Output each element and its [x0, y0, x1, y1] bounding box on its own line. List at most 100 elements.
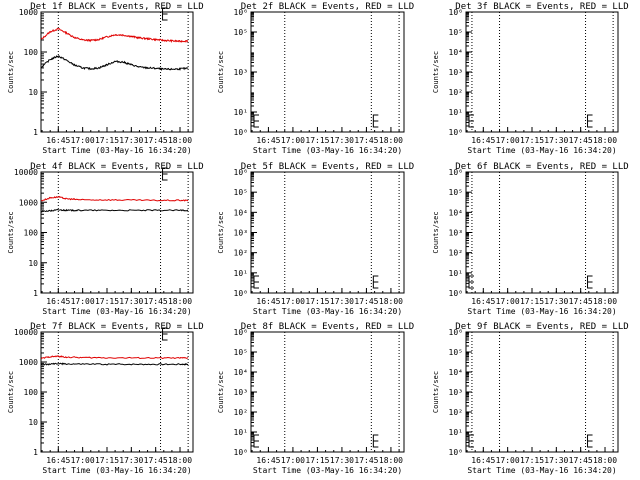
x-tick-label: 17:30 — [119, 297, 143, 306]
panel-det6f: Det 6f BLACK = Events, RED = LLD 10⁰ 10¹ 10… — [432, 162, 629, 316]
x-tick-label: 17:15 — [95, 456, 119, 465]
y-tick-label: 10¹ — [234, 428, 248, 437]
y-tick-label: 10 — [28, 88, 38, 97]
y-tick-label: 10⁵ — [234, 188, 248, 197]
axis-frame — [40, 331, 194, 453]
x-axis-label: Start Time (03-May-16 16:34:20) — [42, 146, 191, 155]
x-axis-label: Start Time (03-May-16 16:34:20) — [467, 466, 616, 475]
y-tick-label: 10⁰ — [234, 448, 248, 457]
x-tick-label: 17:45 — [354, 136, 378, 145]
x-tick-label: 17:15 — [520, 136, 544, 145]
y-axis-label: Counts/sec — [217, 371, 225, 413]
y-tick-label: 10³ — [234, 388, 248, 397]
y-axis-label: Counts/sec — [217, 51, 225, 93]
marker-bracket — [372, 275, 379, 289]
y-tick-label: 10² — [449, 249, 463, 258]
x-tick-label: 17:00 — [71, 456, 95, 465]
y-tick-label: 10¹ — [449, 269, 463, 278]
marker-bracket — [587, 434, 593, 448]
y-tick-label: 10⁰ — [234, 289, 248, 298]
marker-bracket — [253, 434, 259, 448]
x-tick-label: 17:15 — [305, 136, 329, 145]
y-tick-label: 10⁰ — [449, 448, 463, 457]
y-axis-label: Counts/sec — [7, 371, 15, 413]
marker-bracket — [587, 114, 593, 128]
x-tick-label: 17:30 — [330, 136, 354, 145]
y-tick-label: 10⁵ — [234, 348, 248, 357]
y-tick-label: 10¹ — [449, 108, 463, 117]
x-tick-label: 17:30 — [119, 136, 143, 145]
x-tick-label: 17:00 — [496, 297, 520, 306]
axis-frame — [40, 11, 194, 133]
y-tick-label: 10² — [449, 408, 463, 417]
y-tick-label: 10³ — [234, 229, 248, 238]
x-axis-label: Start Time (03-May-16 16:34:20) — [42, 466, 191, 475]
x-tick-label: 17:15 — [305, 297, 329, 306]
panel-det7f: Det 7f BLACK = Events, RED = LLD 1 10 100 10… — [7, 322, 204, 475]
x-tick-label: 17:45 — [569, 136, 593, 145]
y-tick-label: 10⁵ — [449, 28, 463, 37]
y-tick-label: 10¹ — [234, 108, 248, 117]
marker-bracket — [372, 434, 379, 448]
y-tick-label: 10⁴ — [449, 48, 463, 57]
x-tick-label: 16:45 — [256, 136, 280, 145]
x-tick-label: 17:00 — [71, 297, 95, 306]
y-tick-label: 10¹ — [449, 428, 463, 437]
y-axis-label: Counts/sec — [432, 211, 440, 253]
marker-bracket — [468, 434, 474, 448]
y-tick-label: 10⁰ — [449, 128, 463, 137]
marker-bracket — [468, 275, 474, 289]
x-axis-label: Start Time (03-May-16 16:34:20) — [467, 307, 616, 316]
marker-bracket — [162, 167, 168, 181]
x-tick-label: 17:45 — [569, 297, 593, 306]
y-axis-label: Counts/sec — [217, 211, 225, 253]
x-tick-label: 17:30 — [330, 297, 354, 306]
x-tick-label: 17:30 — [330, 456, 354, 465]
y-tick-label: 10⁵ — [234, 28, 248, 37]
panel-title: Det 3f BLACK = Events, RED = LLD — [455, 2, 628, 12]
y-tick-label: 10⁶ — [234, 8, 248, 17]
x-tick-label: 17:45 — [144, 136, 168, 145]
x-tick-label: 16:45 — [46, 136, 70, 145]
x-tick-label: 18:00 — [168, 136, 192, 145]
x-axis-label: Start Time (03-May-16 16:34:20) — [253, 307, 402, 316]
y-tick-label: 100 — [24, 388, 39, 397]
y-tick-label: 10³ — [449, 229, 463, 238]
x-tick-label: 17:15 — [520, 456, 544, 465]
y-axis-label: Counts/sec — [7, 51, 15, 93]
y-tick-label: 10⁰ — [449, 289, 463, 298]
panel-det4f: Det 4f BLACK = Events, RED = LLD 1 10 100 10… — [7, 162, 204, 316]
x-tick-label: 16:45 — [256, 297, 280, 306]
marker-bracket — [253, 114, 259, 128]
y-tick-label: 10² — [234, 249, 248, 258]
y-tick-label: 10³ — [449, 388, 463, 397]
y-tick-label: 10² — [449, 88, 463, 97]
y-tick-label: 1 — [33, 289, 38, 298]
axis-frame — [250, 331, 405, 453]
y-tick-label: 10⁶ — [234, 328, 248, 337]
x-tick-label: 17:00 — [281, 136, 305, 145]
x-tick-label: 17:45 — [354, 456, 378, 465]
y-tick-label: 10000 — [14, 168, 38, 177]
axis-frame — [465, 331, 619, 453]
panel-det3f: Det 3f BLACK = Events, RED = LLD 10⁰ 10¹ 10… — [432, 2, 629, 155]
x-tick-label: 17:45 — [354, 297, 378, 306]
x-tick-label: 17:00 — [281, 297, 305, 306]
marker-bracket — [162, 327, 168, 341]
marker-bracket — [162, 7, 168, 21]
x-tick-label: 17:30 — [544, 136, 568, 145]
x-tick-label: 17:15 — [520, 297, 544, 306]
series-line-events — [41, 362, 189, 366]
y-tick-label: 10 — [28, 418, 38, 427]
x-tick-label: 16:45 — [46, 456, 70, 465]
y-tick-label: 10³ — [234, 68, 248, 77]
x-axis-label: Start Time (03-May-16 16:34:20) — [253, 466, 402, 475]
x-tick-label: 17:00 — [71, 136, 95, 145]
series-line-lld — [41, 195, 189, 202]
x-tick-label: 17:15 — [305, 456, 329, 465]
x-tick-label: 17:45 — [144, 456, 168, 465]
panel-title: Det 7f BLACK = Events, RED = LLD — [30, 322, 203, 332]
x-tick-label: 18:00 — [168, 297, 192, 306]
x-tick-label: 17:30 — [544, 456, 568, 465]
